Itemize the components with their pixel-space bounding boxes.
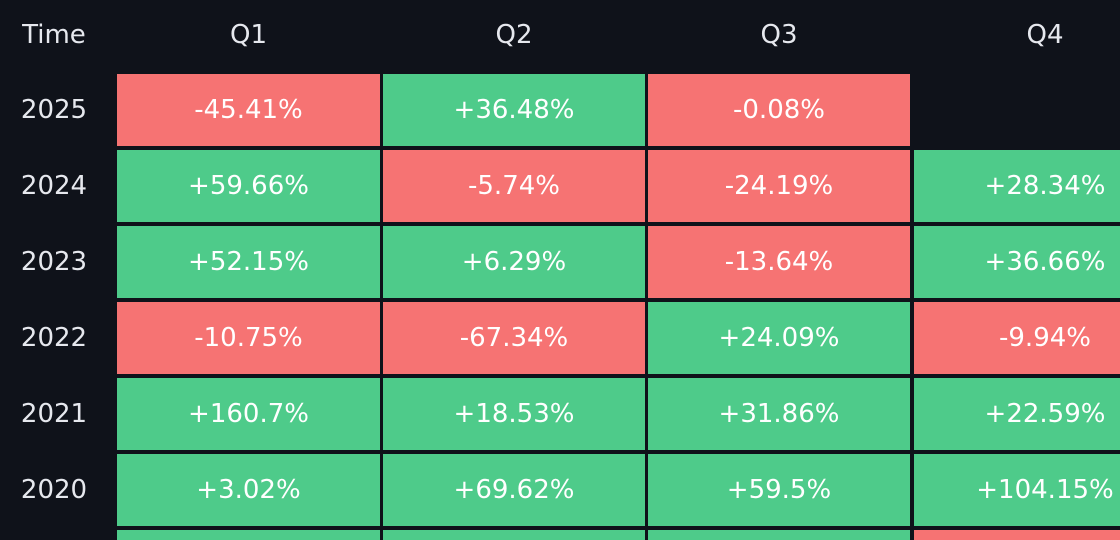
table-row[interactable]: 2024 +59.66% -5.74% -24.19% +28.34% [0, 150, 1120, 222]
return-cell-partial-q1[interactable] [117, 530, 380, 540]
year-label: 2024 [20, 171, 88, 201]
table-row[interactable]: 2023 +52.15% +6.29% -13.64% +36.66% [0, 226, 1120, 298]
return-cell-partial-q3[interactable] [648, 530, 910, 540]
return-cell-partial-q2[interactable] [383, 530, 645, 540]
return-cell-q2[interactable]: -5.74% [383, 150, 645, 222]
table-row-partial[interactable] [0, 530, 1120, 540]
header-q3[interactable]: Q3 [760, 20, 798, 50]
return-cell-q3[interactable]: +31.86% [648, 378, 910, 450]
return-cell-q3[interactable]: +24.09% [648, 302, 910, 374]
return-cell-q1[interactable]: +52.15% [117, 226, 380, 298]
header-q2[interactable]: Q2 [495, 20, 533, 50]
year-label: 2025 [20, 95, 88, 125]
return-cell-q3[interactable]: -13.64% [648, 226, 910, 298]
return-cell-q3[interactable]: +59.5% [648, 454, 910, 526]
return-cell-q4[interactable]: +22.59% [914, 378, 1120, 450]
table-row[interactable]: 2020 +3.02% +69.62% +59.5% +104.15% [0, 454, 1120, 526]
return-cell-q3[interactable]: -24.19% [648, 150, 910, 222]
year-label: 2020 [20, 475, 88, 505]
return-cell-q1[interactable]: +59.66% [117, 150, 380, 222]
header-q4[interactable]: Q4 [1026, 20, 1064, 50]
table-row[interactable]: 2022 -10.75% -67.34% +24.09% -9.94% [0, 302, 1120, 374]
return-cell-q2[interactable]: -67.34% [383, 302, 645, 374]
header-q1[interactable]: Q1 [229, 20, 267, 50]
return-cell-q4[interactable]: +28.34% [914, 150, 1120, 222]
return-cell-q3[interactable]: -0.08% [648, 74, 910, 146]
header-time[interactable]: Time [22, 20, 86, 50]
return-cell-q2[interactable]: +36.48% [383, 74, 645, 146]
return-cell-q1[interactable]: -10.75% [117, 302, 380, 374]
return-cell-q1[interactable]: +160.7% [117, 378, 380, 450]
return-cell-q1[interactable]: -45.41% [117, 74, 380, 146]
table-row[interactable]: 2021 +160.7% +18.53% +31.86% +22.59% [0, 378, 1120, 450]
return-cell-q4[interactable]: +36.66% [914, 226, 1120, 298]
return-cell-q4 [914, 74, 1120, 146]
year-label: 2023 [20, 247, 88, 277]
return-cell-q4[interactable]: -9.94% [914, 302, 1120, 374]
return-cell-q2[interactable]: +69.62% [383, 454, 645, 526]
table-header: Time Q1 Q2 Q3 Q4 [0, 0, 1120, 70]
return-cell-q4[interactable]: +104.15% [914, 454, 1120, 526]
table-row[interactable]: 2025 -45.41% +36.48% -0.08% [0, 74, 1120, 146]
year-label: 2022 [20, 323, 88, 353]
return-cell-q1[interactable]: +3.02% [117, 454, 380, 526]
year-label: 2021 [20, 399, 88, 429]
return-cell-partial-q4[interactable] [914, 530, 1120, 540]
return-cell-q2[interactable]: +18.53% [383, 378, 645, 450]
return-cell-q2[interactable]: +6.29% [383, 226, 645, 298]
